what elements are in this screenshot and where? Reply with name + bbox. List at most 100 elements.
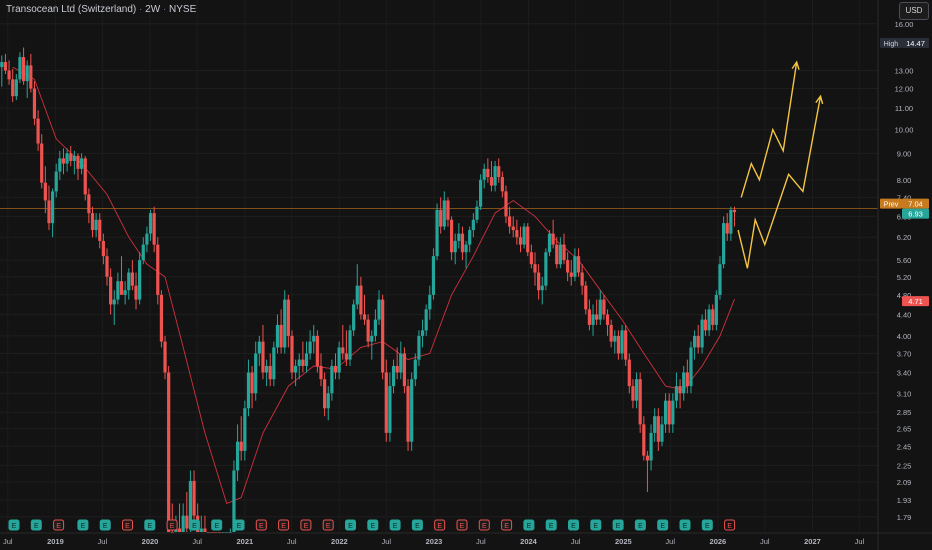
candle-body	[254, 353, 258, 394]
candle-body	[504, 191, 508, 217]
candle	[50, 188, 55, 238]
earnings-marker-box	[389, 519, 401, 531]
candle-body	[315, 335, 319, 366]
candle	[395, 347, 399, 380]
candle-body	[264, 365, 269, 373]
candle	[522, 223, 526, 249]
candle	[370, 330, 374, 360]
candle-body	[638, 379, 642, 425]
candle-body	[304, 353, 309, 366]
candle	[254, 341, 258, 401]
exchange-label: NYSE	[169, 4, 197, 15]
candle	[337, 341, 341, 380]
candle-body	[109, 276, 113, 305]
candle	[558, 237, 562, 269]
candle	[90, 206, 95, 238]
price-tick-label: 10.00	[895, 126, 914, 135]
candle	[7, 60, 11, 85]
candle-body	[192, 480, 196, 516]
candle-body	[348, 330, 352, 360]
candle	[533, 252, 537, 286]
candle	[101, 233, 105, 265]
candle	[192, 470, 196, 529]
candle-body	[127, 272, 131, 291]
candle	[663, 393, 668, 433]
time-tick-label: 2024	[520, 537, 538, 546]
candle	[297, 353, 301, 380]
candle	[43, 166, 47, 214]
candle-body	[130, 272, 134, 286]
candle	[275, 314, 280, 354]
earnings-marker: E	[501, 519, 513, 531]
candle	[145, 226, 149, 253]
earnings-marker-box	[255, 519, 267, 531]
candle-body	[152, 213, 156, 245]
candle-body	[3, 62, 8, 71]
earnings-marker-box	[501, 519, 513, 531]
candle-body	[40, 143, 44, 183]
earnings-marker: E	[77, 519, 89, 531]
candle	[177, 503, 182, 532]
price-tick-label: 13.00	[895, 67, 914, 76]
candle	[576, 248, 581, 277]
candle-body	[732, 209, 737, 213]
candle-body	[518, 237, 523, 245]
time-tick-label: 2019	[47, 537, 64, 546]
prev-badge: Prev 7.04	[880, 198, 929, 209]
candle-body	[11, 79, 15, 97]
candle-body	[50, 191, 55, 224]
candle	[341, 324, 345, 360]
earnings-marker: E	[322, 519, 334, 531]
earnings-marker: E	[679, 519, 691, 531]
price-tick-label: 3.40	[897, 368, 912, 377]
time-tick-label: 2023	[426, 537, 443, 546]
candle-body	[471, 219, 475, 231]
candle-body	[497, 166, 501, 178]
candle-body	[7, 70, 11, 80]
candle	[312, 324, 316, 354]
symbol-title[interactable]: Transocean Ltd (Switzerland) · 2W · NYSE	[6, 4, 196, 15]
earnings-marker-letter: E	[81, 523, 86, 530]
candle-body	[156, 244, 160, 295]
candle	[61, 148, 66, 175]
candle	[138, 252, 142, 305]
price-tick-label: 4.80	[897, 291, 912, 300]
candle-body	[272, 347, 276, 380]
candle-body	[609, 324, 613, 342]
candle	[714, 290, 718, 331]
candle-body	[482, 168, 486, 180]
candle-body	[537, 272, 541, 291]
earnings-marker-letter: E	[527, 523, 532, 530]
candle-body	[718, 264, 722, 295]
candle	[148, 209, 153, 241]
candle-body	[134, 285, 138, 300]
candle-body	[547, 233, 552, 253]
candle-body	[457, 233, 461, 241]
candle	[152, 206, 156, 253]
candle-body	[286, 299, 290, 336]
earnings-marker-box	[8, 519, 20, 531]
earnings-marker-letter: E	[326, 523, 331, 530]
candle-body	[167, 372, 171, 532]
currency-button[interactable]: USD	[899, 2, 929, 20]
candle-body	[185, 515, 189, 529]
candle	[489, 160, 494, 192]
candle	[232, 460, 236, 532]
earnings-marker-letter: E	[616, 523, 621, 530]
candle	[11, 68, 15, 103]
candle-body	[446, 200, 450, 220]
candle-body	[326, 393, 330, 409]
candle-body	[674, 386, 679, 401]
candle-body	[21, 57, 26, 82]
candle	[105, 248, 109, 286]
earnings-marker: E	[657, 519, 669, 531]
earnings-marker: E	[724, 519, 736, 531]
candle	[685, 359, 689, 394]
earnings-marker-letter: E	[571, 523, 576, 530]
candle	[417, 330, 421, 366]
earnings-marker-box	[456, 519, 468, 531]
candle	[537, 264, 541, 300]
candle-body	[141, 244, 145, 261]
candle-body	[682, 372, 686, 394]
